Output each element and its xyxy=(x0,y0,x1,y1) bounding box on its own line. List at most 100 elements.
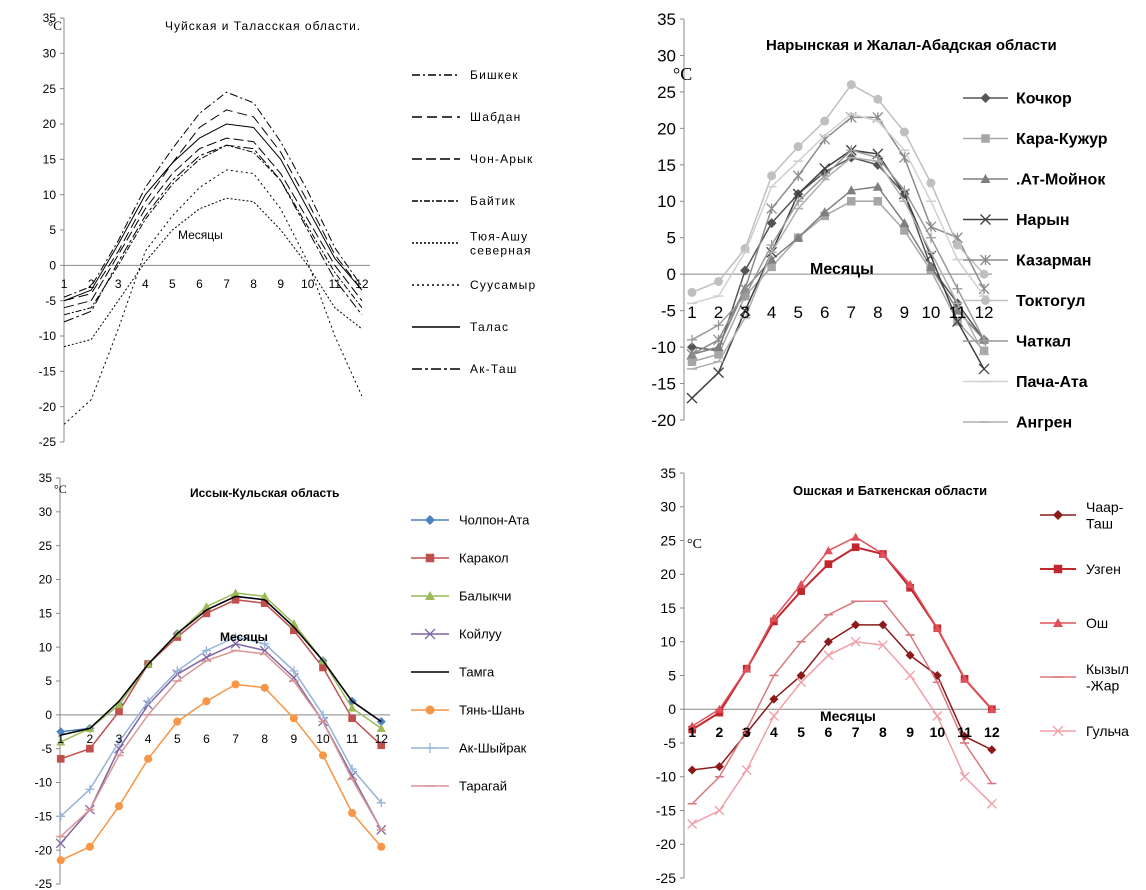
series-1 xyxy=(63,91,363,298)
data-point xyxy=(796,579,806,588)
x-tick-label: 10 xyxy=(921,303,940,322)
data-point xyxy=(687,287,697,297)
series-8 xyxy=(56,649,386,838)
legend-item: Тюя-Ашу северная xyxy=(412,230,530,257)
legend-label: Кара-Кужур xyxy=(1016,131,1108,148)
legend-item: Кара-Кужур xyxy=(963,131,1108,148)
y-tick-label: 35 xyxy=(43,11,57,25)
x-tick-label: 4 xyxy=(770,724,778,740)
data-point xyxy=(714,805,725,816)
x-tick-label: 2 xyxy=(87,732,94,746)
x-axis-label: Месяцы xyxy=(178,228,223,242)
data-point xyxy=(713,342,724,352)
x-tick-label: 3 xyxy=(115,277,122,291)
x-tick-label: 1 xyxy=(57,732,64,746)
y-tick-label: 35 xyxy=(39,471,53,485)
chart-title: Чуйская и Таласская области. xyxy=(165,19,361,33)
data-point xyxy=(376,798,386,808)
data-point xyxy=(766,218,777,229)
x-tick-label: 8 xyxy=(261,732,268,746)
y-tick-label: 15 xyxy=(43,153,57,167)
data-point xyxy=(872,181,883,191)
legend-label: Тамга xyxy=(459,665,495,680)
series-9 xyxy=(686,156,990,370)
y-tick-label: 15 xyxy=(660,600,676,616)
y-tick-label: 25 xyxy=(43,82,57,96)
x-tick-label: 6 xyxy=(203,732,210,746)
data-point xyxy=(318,751,328,760)
data-point xyxy=(797,587,805,595)
y-tick-label: 5 xyxy=(667,229,676,248)
data-point xyxy=(687,721,697,730)
data-point xyxy=(56,811,66,821)
legend-marker xyxy=(981,134,990,143)
y-tick-label: 20 xyxy=(657,119,676,138)
data-point xyxy=(85,784,95,794)
legend-label: Чолпон-Ата xyxy=(459,513,530,528)
legend-item: Ош xyxy=(1040,615,1108,631)
legend-label: Суусамыр xyxy=(470,278,536,292)
data-point xyxy=(960,674,970,683)
legend-marker xyxy=(980,93,991,103)
legend-item: Кочкор xyxy=(963,91,1072,108)
x-tick-label: 3 xyxy=(743,724,751,740)
series-line xyxy=(691,156,985,370)
x-tick-label: 5 xyxy=(793,303,802,322)
x-tick-label: 5 xyxy=(174,732,181,746)
series-8 xyxy=(686,112,990,305)
data-point xyxy=(792,170,804,182)
data-point xyxy=(687,357,697,366)
data-point xyxy=(925,261,936,271)
y-tick-label: -20 xyxy=(35,843,53,857)
legend-label: Узген xyxy=(1086,561,1121,577)
y-tick-label: -15 xyxy=(656,802,676,818)
x-tick-label: 7 xyxy=(847,303,856,322)
data-point xyxy=(714,762,724,772)
legend-label: Кызыл -Жар xyxy=(1086,661,1129,693)
data-point xyxy=(260,683,269,692)
data-point xyxy=(767,171,777,181)
legend-item: Чаткал xyxy=(963,334,1071,351)
data-point xyxy=(899,127,909,137)
data-point xyxy=(899,185,910,196)
legend-label: Кочкор xyxy=(1016,91,1072,108)
legend-item: Казарман xyxy=(963,253,1091,270)
data-point xyxy=(793,196,804,207)
series-line xyxy=(691,112,985,305)
data-point xyxy=(318,710,328,720)
x-tick-label: 7 xyxy=(852,724,860,740)
legend-item: Гульча xyxy=(1040,723,1129,739)
legend-item: Байтик xyxy=(412,194,515,208)
series-7 xyxy=(63,123,363,302)
data-point xyxy=(687,765,697,775)
legend-item: .Ат-Мойнок xyxy=(963,172,1106,189)
y-tick-label: 15 xyxy=(39,607,53,621)
data-point xyxy=(56,737,66,746)
data-point xyxy=(851,532,861,541)
x-tick-label: 11 xyxy=(957,724,972,740)
data-point xyxy=(905,579,915,588)
x-tick-label: 2 xyxy=(88,277,95,291)
series-5 xyxy=(63,197,363,348)
data-point xyxy=(289,714,298,723)
data-point xyxy=(766,240,777,251)
legend-marker xyxy=(980,174,991,183)
data-point xyxy=(823,650,834,661)
data-point xyxy=(114,700,124,709)
series-line xyxy=(60,599,382,760)
data-point xyxy=(289,666,299,676)
y-tick-label: -20 xyxy=(651,411,676,430)
legend-label: .Ат-Мойнок xyxy=(1016,172,1106,189)
legend-label: Ангрен xyxy=(1016,415,1072,432)
x-tick-label: 8 xyxy=(873,303,882,322)
series-line xyxy=(63,144,363,316)
unit-label: °C xyxy=(687,537,702,552)
series-7 xyxy=(56,632,386,821)
legend-marker xyxy=(425,591,435,600)
data-point xyxy=(877,640,888,651)
data-point xyxy=(986,798,997,809)
data-point xyxy=(900,226,909,235)
y-tick-label: -10 xyxy=(35,776,53,790)
legend-marker xyxy=(425,553,435,563)
legend-marker xyxy=(425,743,435,753)
